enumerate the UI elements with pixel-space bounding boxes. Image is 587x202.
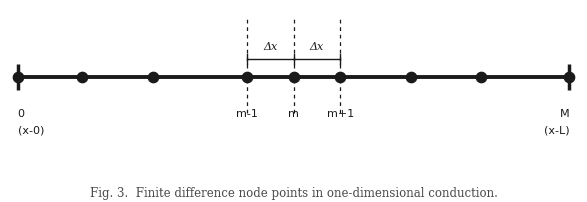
Point (477, 75, 486, 78)
Text: Fig. 3.  Finite difference node points in one-dimensional conduction.: Fig. 3. Finite difference node points in… (90, 187, 497, 200)
Text: Δx: Δx (310, 41, 324, 52)
Text: m-1: m-1 (235, 109, 258, 119)
Text: (x-L): (x-L) (544, 125, 569, 135)
Point (13, 75, 22, 78)
Text: (x-0): (x-0) (18, 125, 44, 135)
Text: Δx: Δx (263, 41, 277, 52)
Text: 0: 0 (18, 109, 25, 119)
Point (77, 75, 87, 78)
Point (148, 75, 157, 78)
Point (565, 75, 574, 78)
Text: M: M (560, 109, 569, 119)
Point (289, 75, 298, 78)
Point (406, 75, 416, 78)
Point (336, 75, 345, 78)
Text: m+1: m+1 (327, 109, 354, 119)
Point (242, 75, 251, 78)
Text: m: m (288, 109, 299, 119)
